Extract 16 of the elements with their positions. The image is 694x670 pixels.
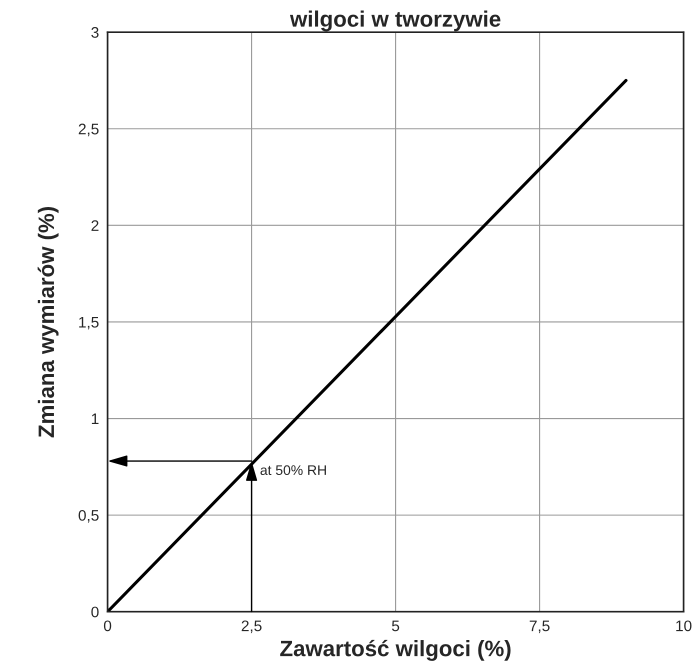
y-tick-label: 2,5 xyxy=(78,124,99,136)
y-tick-label: 2 xyxy=(92,220,98,231)
x-tick-label: 0 xyxy=(104,620,112,632)
y-tick-label: 1 xyxy=(92,414,98,424)
y-tick-label: 3 xyxy=(91,27,99,38)
chart-title: wilgoci w tworzywie xyxy=(290,10,500,32)
y-tick-label: 1,5 xyxy=(79,316,99,330)
x-tick-label: 5 xyxy=(392,620,400,632)
y-tick-label: 0 xyxy=(91,606,99,618)
y-axis-title: Zmiana wymiarów (%) xyxy=(38,206,59,438)
x-tick-label: 10 xyxy=(676,620,692,632)
x-tick-label: 2,5 xyxy=(242,620,262,634)
x-tick-label: 7,5 xyxy=(530,620,550,634)
x-axis-title: Zawartość wilgoci (%) xyxy=(280,640,511,661)
annotation: at 50% RH xyxy=(260,465,326,476)
y-tick-label: 0,5 xyxy=(78,510,99,523)
